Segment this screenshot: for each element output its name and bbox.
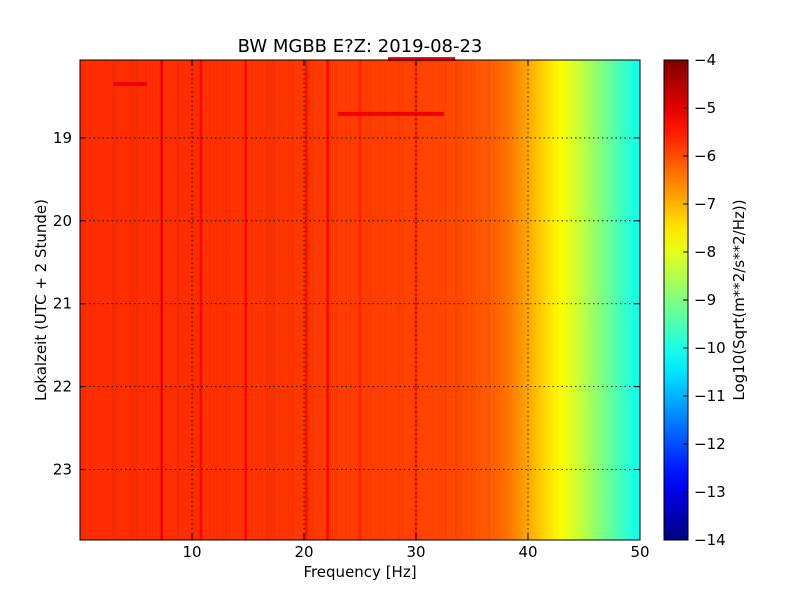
x-tick-label: 10 bbox=[182, 543, 201, 561]
colorbar-label: Log10(Sqrt(m**2/s**2/Hz)) bbox=[730, 199, 748, 400]
x-tick-label: 40 bbox=[518, 543, 537, 561]
plot-area bbox=[79, 57, 641, 541]
colorbar-tick-label: −9 bbox=[694, 291, 716, 309]
x-axis: 10 20 30 40 50 bbox=[182, 60, 650, 561]
colorbar-tick-label: −11 bbox=[694, 387, 726, 405]
y-tick-label: 20 bbox=[53, 212, 72, 230]
colorbar-tick-label: −5 bbox=[694, 99, 716, 117]
colorbar-tick-label: −7 bbox=[694, 195, 716, 213]
y-tick-label: 23 bbox=[53, 461, 72, 479]
plot-frame bbox=[79, 59, 641, 541]
x-tick-label: 50 bbox=[630, 543, 649, 561]
y-axis-label: Lokalzeit (UTC + 2 Stunde) bbox=[32, 199, 50, 401]
y-tick-label: 21 bbox=[53, 295, 72, 313]
colorbar-tick-label: −10 bbox=[694, 339, 726, 357]
chart-title: BW MGBB E?Z: 2019-08-23 bbox=[238, 36, 483, 57]
colorbar-tick-label: −13 bbox=[694, 483, 726, 501]
x-tick-label: 30 bbox=[406, 543, 425, 561]
x-axis-label: Frequency [Hz] bbox=[303, 563, 416, 581]
colorbar-tick-label: −4 bbox=[694, 51, 716, 69]
y-tick-label: 22 bbox=[53, 378, 72, 396]
spectral-lines bbox=[82, 60, 495, 540]
colorbar: −4 −5 −6 −7 −8 −9 −10 −11 −12 −13 −14 Log10(Sqrt(m… bbox=[663, 51, 748, 549]
colorbar-tick-label: −14 bbox=[694, 531, 726, 549]
colorbar-tick-label: −12 bbox=[694, 435, 726, 453]
grid-lines bbox=[80, 60, 640, 540]
y-axis: 19 20 21 22 23 bbox=[53, 129, 640, 479]
colorbar-tick-label: −6 bbox=[694, 147, 716, 165]
horizontal-events bbox=[113, 57, 456, 116]
colorbar-tick-label: −8 bbox=[694, 243, 716, 261]
colorbar-ticks: −4 −5 −6 −7 −8 −9 −10 −11 −12 −13 −14 bbox=[683, 51, 726, 549]
y-tick-label: 19 bbox=[53, 129, 72, 147]
x-tick-label: 20 bbox=[294, 543, 313, 561]
